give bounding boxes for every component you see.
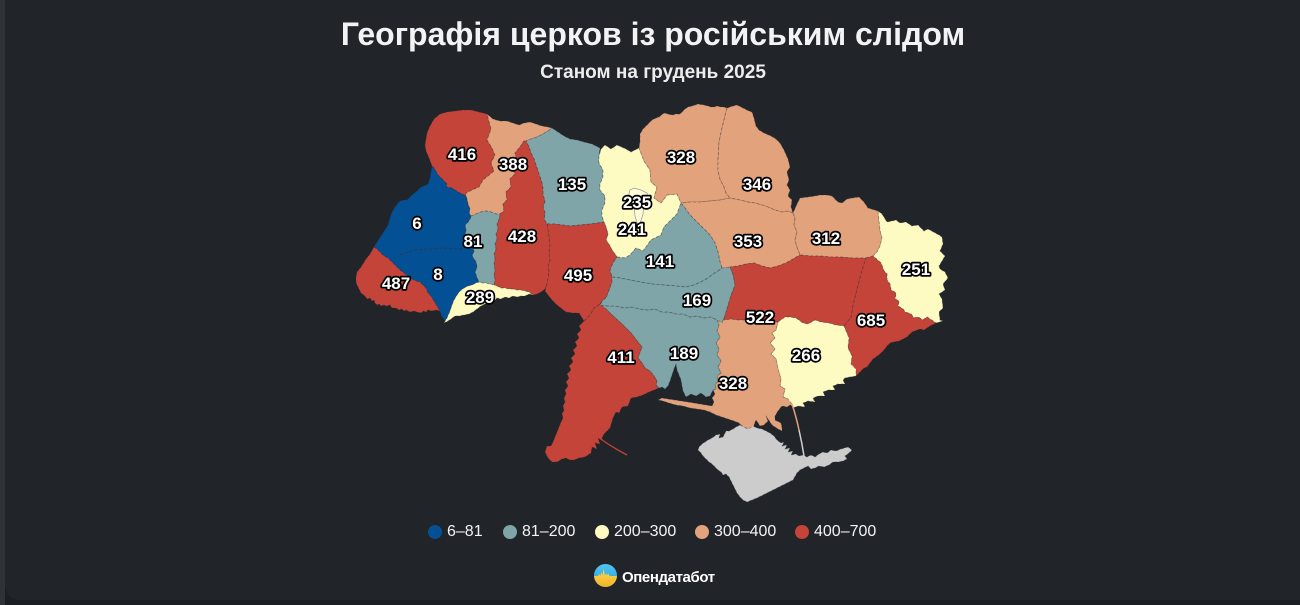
svg-text:241: 241 xyxy=(618,220,646,239)
svg-text:81: 81 xyxy=(464,232,483,251)
svg-text:266: 266 xyxy=(792,346,820,365)
svg-text:388: 388 xyxy=(499,155,527,174)
svg-text:495: 495 xyxy=(564,266,592,285)
svg-text:135: 135 xyxy=(558,175,586,194)
svg-text:8: 8 xyxy=(433,265,442,284)
svg-text:6: 6 xyxy=(412,214,421,233)
svg-text:328: 328 xyxy=(667,148,695,167)
svg-text:289: 289 xyxy=(466,288,494,307)
svg-text:235: 235 xyxy=(623,193,651,212)
svg-text:189: 189 xyxy=(670,344,698,363)
svg-text:312: 312 xyxy=(812,229,840,248)
svg-text:522: 522 xyxy=(746,308,774,327)
svg-text:428: 428 xyxy=(508,227,536,246)
svg-text:141: 141 xyxy=(646,252,674,271)
svg-text:346: 346 xyxy=(743,175,771,194)
svg-text:685: 685 xyxy=(857,311,885,330)
svg-text:353: 353 xyxy=(734,232,762,251)
svg-text:416: 416 xyxy=(448,145,476,164)
svg-text:251: 251 xyxy=(902,260,930,279)
svg-text:328: 328 xyxy=(719,374,747,393)
svg-text:487: 487 xyxy=(382,274,410,293)
svg-text:169: 169 xyxy=(683,291,711,310)
svg-text:411: 411 xyxy=(607,348,634,367)
